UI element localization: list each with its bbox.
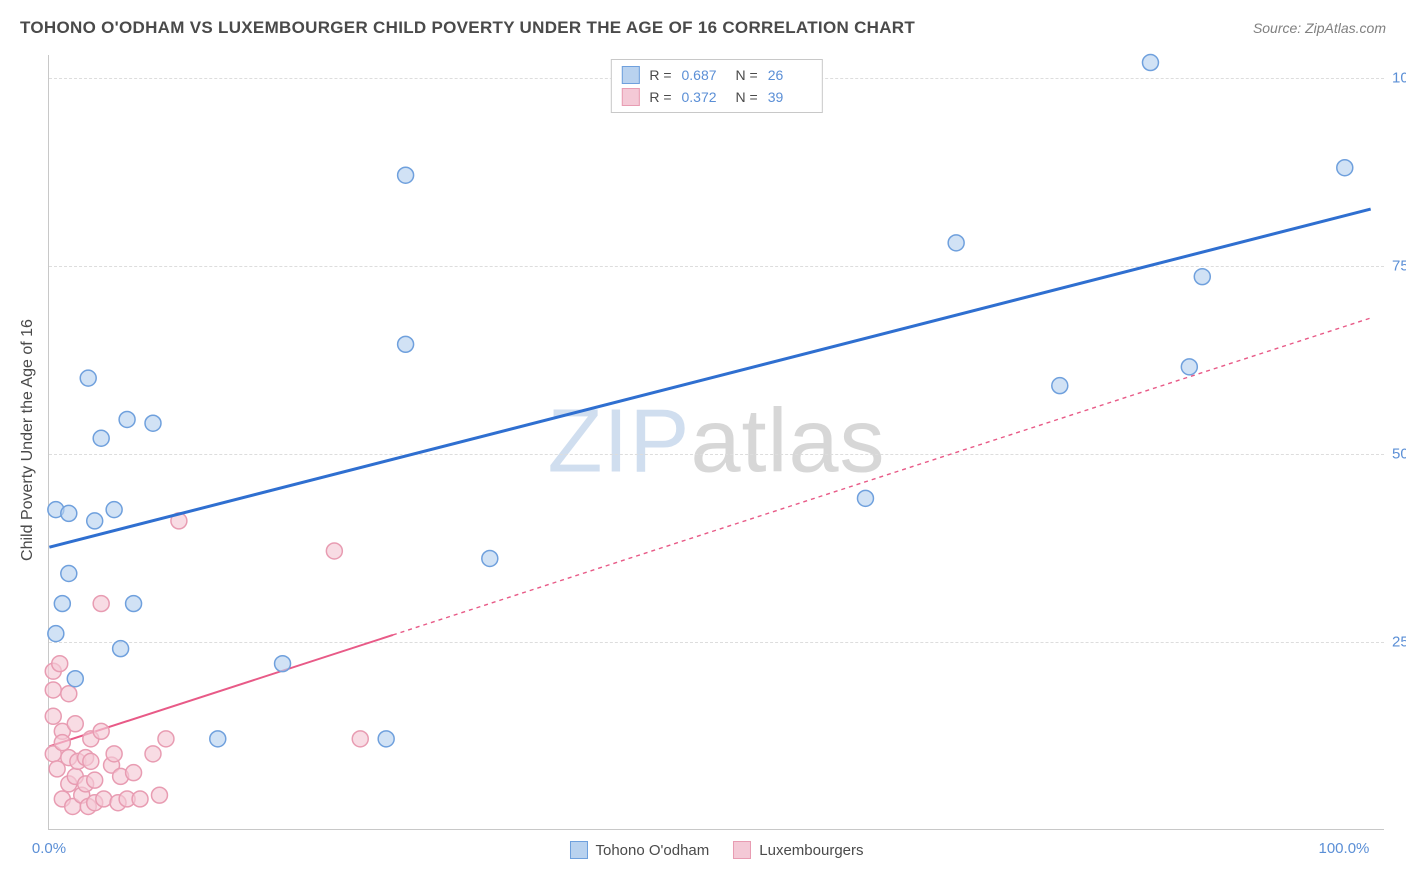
data-point <box>67 716 83 732</box>
chart-plot-area: ZIPatlas 25.0%50.0%75.0%100.0% R = 0.687… <box>48 55 1384 830</box>
n-value: 39 <box>768 89 812 105</box>
legend-stats-row: R = 0.372 N = 39 <box>621 86 811 108</box>
y-tick-label: 75.0% <box>1392 257 1406 274</box>
legend-swatch-icon <box>733 841 751 859</box>
data-point <box>93 723 109 739</box>
data-point <box>83 753 99 769</box>
data-point <box>106 502 122 518</box>
n-label: N = <box>736 89 758 105</box>
data-point <box>119 411 135 427</box>
data-point <box>210 731 226 747</box>
data-point <box>87 772 103 788</box>
data-point <box>113 641 129 657</box>
data-point <box>61 505 77 521</box>
legend-swatch-icon <box>621 88 639 106</box>
legend-swatch-icon <box>621 66 639 84</box>
y-tick-label: 50.0% <box>1392 445 1406 462</box>
trend-line-dashed <box>393 318 1371 635</box>
data-point <box>398 167 414 183</box>
y-axis-title: Child Poverty Under the Age of 16 <box>19 319 37 561</box>
n-value: 26 <box>768 67 812 83</box>
data-point <box>1052 378 1068 394</box>
data-point <box>52 656 68 672</box>
chart-source: Source: ZipAtlas.com <box>1253 20 1386 36</box>
y-tick-label: 100.0% <box>1392 69 1406 86</box>
data-point <box>80 370 96 386</box>
data-point <box>145 746 161 762</box>
data-point <box>54 596 70 612</box>
data-point <box>857 490 873 506</box>
data-point <box>145 415 161 431</box>
data-point <box>61 566 77 582</box>
data-point <box>398 336 414 352</box>
data-point <box>352 731 368 747</box>
legend-item-label: Luxembourgers <box>759 842 863 859</box>
data-point <box>482 550 498 566</box>
data-point <box>126 596 142 612</box>
data-point <box>378 731 394 747</box>
data-point <box>275 656 291 672</box>
data-point <box>1181 359 1197 375</box>
data-point <box>93 596 109 612</box>
r-label: R = <box>649 67 671 83</box>
legend-item-label: Tohono O'odham <box>595 842 709 859</box>
data-point <box>45 682 61 698</box>
data-point <box>948 235 964 251</box>
r-label: R = <box>649 89 671 105</box>
data-point <box>326 543 342 559</box>
data-point <box>151 787 167 803</box>
chart-header: TOHONO O'ODHAM VS LUXEMBOURGER CHILD POV… <box>20 18 1386 38</box>
data-point <box>67 671 83 687</box>
data-point <box>45 708 61 724</box>
legend-swatch-icon <box>569 841 587 859</box>
data-point <box>54 735 70 751</box>
data-point <box>132 791 148 807</box>
x-tick-label: 100.0% <box>1319 840 1370 857</box>
legend-stats-box: R = 0.687 N = 26 R = 0.372 N = 39 <box>610 59 822 113</box>
data-point <box>126 765 142 781</box>
data-point <box>96 791 112 807</box>
r-value: 0.687 <box>682 67 726 83</box>
data-point <box>61 686 77 702</box>
data-point <box>106 746 122 762</box>
n-label: N = <box>736 67 758 83</box>
data-point <box>1142 55 1158 71</box>
legend-stats-row: R = 0.687 N = 26 <box>621 64 811 86</box>
chart-title: TOHONO O'ODHAM VS LUXEMBOURGER CHILD POV… <box>20 18 915 38</box>
y-tick-label: 25.0% <box>1392 633 1406 650</box>
x-tick-label: 0.0% <box>32 840 66 857</box>
data-point <box>87 513 103 529</box>
trend-line <box>49 209 1370 547</box>
data-point <box>158 731 174 747</box>
data-point <box>93 430 109 446</box>
scatter-svg <box>49 55 1384 829</box>
data-point <box>48 626 64 642</box>
r-value: 0.372 <box>682 89 726 105</box>
data-point <box>1194 269 1210 285</box>
legend-series: Tohono O'odham Luxembourgers <box>569 841 863 859</box>
legend-item: Tohono O'odham <box>569 841 709 859</box>
legend-item: Luxembourgers <box>733 841 863 859</box>
data-point <box>1337 160 1353 176</box>
